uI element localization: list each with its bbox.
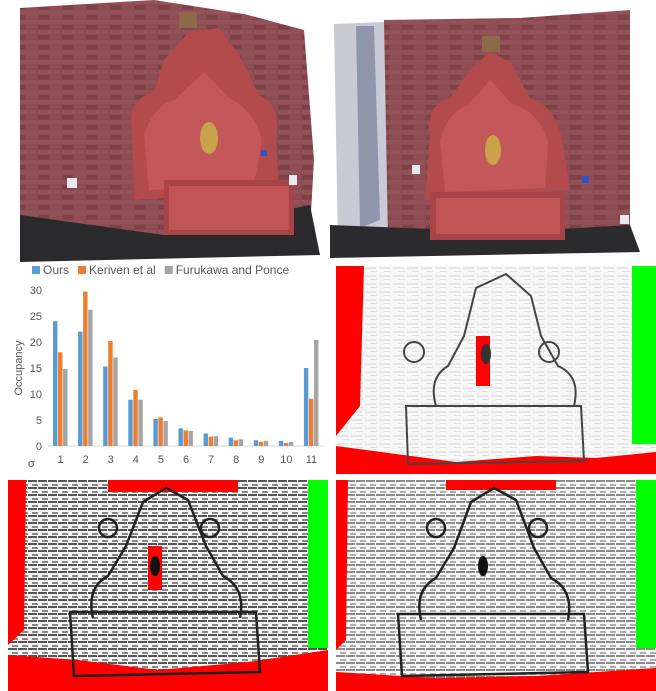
error-region: [336, 266, 364, 436]
bar-2-10: [313, 339, 319, 446]
error-region: [8, 480, 26, 645]
bar-0-7: [228, 437, 234, 446]
legend-swatch-0: [32, 266, 40, 274]
bar-1-4: [158, 417, 163, 446]
error-region: [336, 480, 348, 650]
bar-1-0: [58, 352, 63, 446]
bar-1-6: [208, 436, 213, 446]
y-tick-label: 5: [36, 415, 42, 427]
bar-0-6: [203, 433, 208, 446]
reconstruction-view-2: [330, 0, 656, 262]
x-tick-label: 9: [258, 454, 264, 466]
bar-2-4: [163, 421, 168, 446]
x-tick-label: 1: [57, 454, 63, 466]
error-region: [8, 650, 328, 691]
error-map-image-3: [336, 480, 656, 691]
x-tick-label: 8: [233, 454, 239, 466]
bar-2-5: [188, 430, 193, 446]
bar-0-8: [253, 440, 259, 446]
legend-label-0: Ours: [43, 263, 69, 277]
y-tick-label: 20: [30, 337, 42, 349]
bar-0-1: [78, 331, 83, 446]
bar-0-10: [303, 368, 309, 446]
x-tick-label: 4: [133, 454, 139, 466]
bar-2-6: [213, 436, 219, 446]
bar-1-1: [83, 291, 88, 446]
bar-2-9: [288, 441, 294, 446]
x-tick-label: 5: [158, 454, 164, 466]
legend-swatch-1: [78, 266, 87, 274]
error-map-2: [8, 480, 328, 691]
bar-1-2: [108, 340, 113, 446]
bar-1-3: [133, 389, 138, 446]
occupancy-bar-chart: Ours Keriven et al Furukawa and Ponce 0 5 10 1…: [13, 263, 324, 470]
error-map-3: [336, 480, 656, 691]
reconstruction-image-2: [330, 10, 640, 258]
bar-0-3: [128, 399, 133, 446]
error-region: [336, 668, 656, 691]
bar-2-3: [138, 399, 143, 446]
fountain-shape: [425, 36, 570, 240]
bar-0-5: [178, 428, 183, 446]
bar-2-7: [238, 439, 244, 446]
x-tick-label: 11: [306, 454, 317, 466]
bar-1-7: [233, 440, 239, 446]
reconstruction-image-1: [20, 0, 320, 262]
y-axis-label: Occupancy: [13, 340, 25, 396]
x-tick-label: 3: [108, 454, 114, 466]
y-tick-label: 25: [30, 311, 42, 323]
x-tick-label: 2: [83, 454, 89, 466]
bar-2-8: [263, 440, 269, 446]
y-tick-label: 10: [30, 389, 42, 401]
x-axis-label: σ: [28, 458, 35, 470]
legend-swatch-2: [164, 266, 173, 274]
reconstruction-view-1: [14, 0, 320, 262]
error-region: [336, 446, 656, 474]
bar-0-4: [153, 418, 158, 446]
x-tick-label: 6: [183, 454, 189, 466]
missing-region: [308, 480, 328, 648]
bar-1-10: [308, 398, 314, 446]
error-map-image-1: [336, 266, 656, 474]
occupancy-chart: Ours Keriven et al Furukawa and Ponce 0 5 10 1…: [8, 262, 330, 476]
x-tick-label: 10: [280, 454, 292, 466]
error-map-image-2: [8, 480, 328, 691]
bar-0-2: [103, 366, 108, 446]
bar-1-8: [258, 441, 264, 446]
bar-0-9: [278, 440, 284, 446]
missing-region: [636, 480, 656, 648]
bar-1-5: [183, 430, 188, 446]
bar-2-0: [63, 369, 68, 446]
bar-0-0: [53, 321, 58, 446]
x-tick-label: 7: [208, 454, 214, 466]
y-tick-label: 15: [30, 363, 42, 375]
bar-2-2: [113, 357, 118, 446]
missing-region: [632, 266, 656, 444]
bar-1-9: [283, 442, 289, 446]
fountain-shape: [130, 12, 294, 235]
y-tick-label: 30: [30, 285, 42, 297]
error-map-1: [336, 266, 656, 474]
y-tick-label: 0: [36, 441, 42, 453]
legend-label-2: Furukawa and Ponce: [176, 263, 290, 277]
bar-2-1: [88, 309, 93, 446]
legend-label-1: Keriven et al: [89, 263, 156, 277]
